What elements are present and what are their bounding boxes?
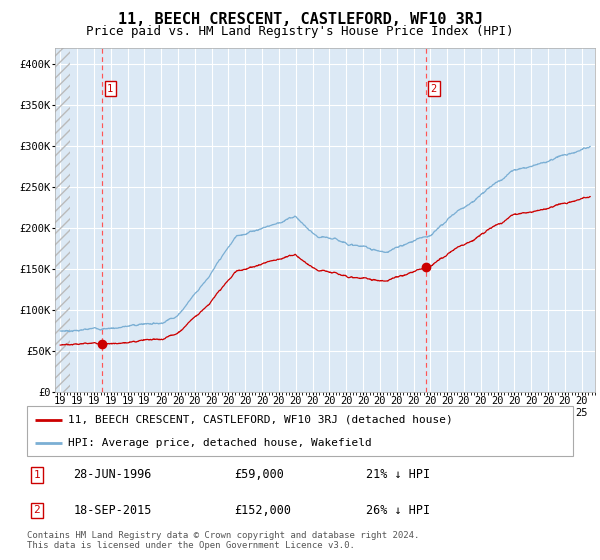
Text: 2: 2 — [431, 83, 437, 94]
Text: 2: 2 — [34, 505, 40, 515]
Text: Price paid vs. HM Land Registry's House Price Index (HPI): Price paid vs. HM Land Registry's House … — [86, 25, 514, 38]
Text: 11, BEECH CRESCENT, CASTLEFORD, WF10 3RJ: 11, BEECH CRESCENT, CASTLEFORD, WF10 3RJ — [118, 12, 482, 27]
Text: HPI: Average price, detached house, Wakefield: HPI: Average price, detached house, Wake… — [68, 438, 372, 448]
Text: 28-JUN-1996: 28-JUN-1996 — [73, 468, 152, 482]
Text: 26% ↓ HPI: 26% ↓ HPI — [365, 504, 430, 517]
Text: £59,000: £59,000 — [235, 468, 284, 482]
Text: 1: 1 — [34, 470, 40, 480]
Text: 21% ↓ HPI: 21% ↓ HPI — [365, 468, 430, 482]
Text: £152,000: £152,000 — [235, 504, 292, 517]
FancyBboxPatch shape — [27, 406, 573, 456]
Text: Contains HM Land Registry data © Crown copyright and database right 2024.
This d: Contains HM Land Registry data © Crown c… — [27, 531, 419, 550]
Text: 18-SEP-2015: 18-SEP-2015 — [73, 504, 152, 517]
Text: 11, BEECH CRESCENT, CASTLEFORD, WF10 3RJ (detached house): 11, BEECH CRESCENT, CASTLEFORD, WF10 3RJ… — [68, 414, 453, 424]
Text: 1: 1 — [107, 83, 113, 94]
